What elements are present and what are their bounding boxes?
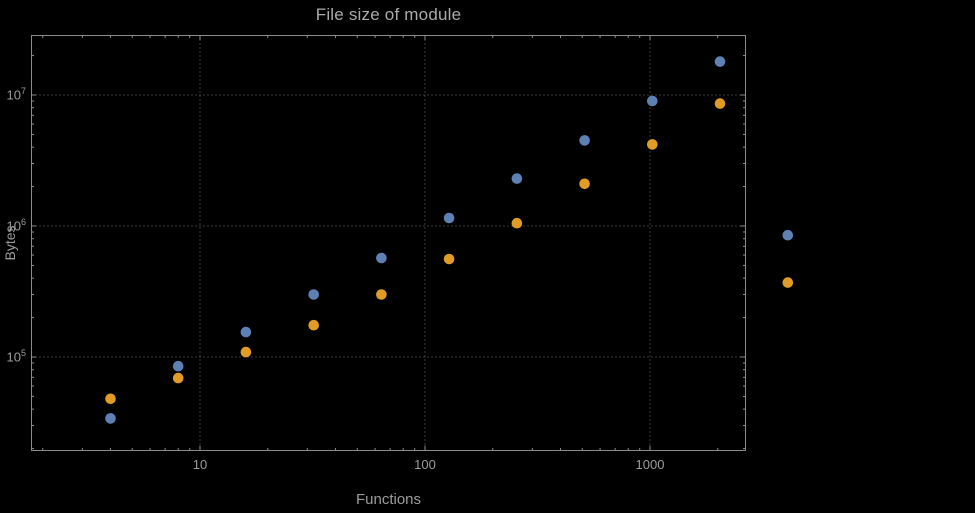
data-point-blue [172, 360, 184, 372]
y-tick-label: 107 [6, 86, 26, 103]
data-point-blue [376, 252, 387, 264]
plot-frame-border [31, 35, 746, 451]
x-tick-label: 100 [414, 457, 436, 472]
data-point-blue [308, 289, 320, 300]
data-point-orange [579, 178, 590, 190]
data-point-orange [376, 289, 387, 300]
x-tick-label: 1000 [635, 457, 665, 472]
data-point-blue [443, 212, 455, 224]
data-point-orange [714, 98, 726, 109]
data-point-blue [105, 413, 116, 424]
y-tick-label: 106 [6, 217, 26, 234]
data-point-blue [240, 326, 252, 338]
data-point-blue [511, 173, 523, 184]
chart-title: File size of module [315, 5, 462, 24]
data-point-blue [579, 135, 590, 146]
data-point-blue [782, 229, 794, 241]
data-point-orange [647, 139, 658, 150]
data-point-blue [714, 56, 726, 67]
x-tick-label: 10 [192, 457, 208, 472]
data-point-orange [240, 346, 252, 358]
data-point-orange [172, 372, 184, 384]
data-point-orange [782, 277, 794, 288]
data-point-orange [105, 393, 116, 405]
data-point-blue [647, 95, 658, 107]
data-point-orange [443, 253, 455, 265]
y-tick-label: 105 [6, 348, 26, 365]
data-point-orange [308, 319, 320, 331]
data-point-orange [511, 217, 523, 229]
x-axis-label: Functions [355, 491, 422, 508]
